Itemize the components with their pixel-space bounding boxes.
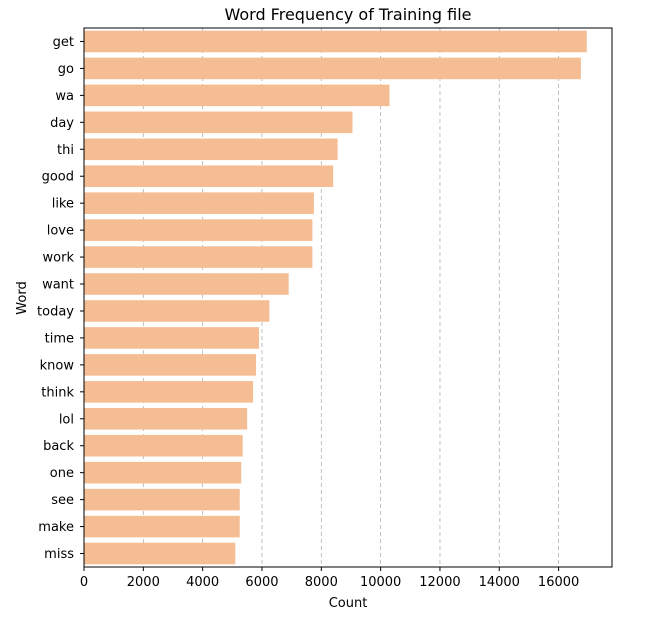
x-tick-label: 2000 <box>127 575 160 590</box>
x-axis-label: Count <box>329 596 368 611</box>
bar-time <box>84 327 260 349</box>
y-tick-label: work <box>43 251 75 266</box>
y-tick-label: back <box>43 439 74 454</box>
y-tick-label: miss <box>44 547 74 562</box>
bar-go <box>84 57 581 80</box>
bar-today <box>84 300 270 322</box>
x-tick-label: 16000 <box>538 575 579 590</box>
y-tick-label: thi <box>57 143 74 158</box>
bar-get <box>84 30 587 53</box>
bar-good <box>84 165 334 188</box>
y-tick-label: get <box>53 35 74 50</box>
bar-day <box>84 111 353 134</box>
x-tick-label: 8000 <box>305 575 338 590</box>
bar-one <box>84 461 242 484</box>
x-tick-label: 12000 <box>419 575 460 590</box>
y-tick-label: want <box>42 278 74 293</box>
bars <box>84 30 587 565</box>
bar-make <box>84 515 240 538</box>
x-tick-label: 14000 <box>479 575 520 590</box>
bar-think <box>84 381 254 403</box>
y-tick-labels: get go wa day thi good like love work want today ti… <box>37 35 84 562</box>
chart-title: Word Frequency of Training file <box>224 5 471 24</box>
y-tick-label: good <box>42 170 74 185</box>
grid-lines <box>142 28 560 567</box>
y-tick-label: make <box>38 520 74 535</box>
y-tick-label: one <box>50 466 74 481</box>
x-tick-label: 10000 <box>360 575 401 590</box>
bar-like <box>84 192 314 214</box>
bar-wa <box>84 84 390 107</box>
y-axis-label: Word <box>15 281 30 314</box>
bar-love <box>84 219 313 241</box>
y-tick-label: know <box>40 358 75 373</box>
bar-know <box>84 354 257 376</box>
y-tick-label: day <box>50 116 74 131</box>
plot-frame <box>83 27 613 568</box>
bar-lol <box>84 407 248 430</box>
bar-miss <box>84 542 236 565</box>
bar-back <box>84 434 243 457</box>
bar-thi <box>84 138 338 161</box>
y-tick-label: love <box>47 224 74 239</box>
y-tick-label: time <box>45 331 74 346</box>
y-tick-label: lol <box>59 412 74 427</box>
y-tick-label: think <box>41 385 74 400</box>
y-tick-label: go <box>58 62 74 77</box>
y-tick-label: like <box>52 197 74 212</box>
x-tick-label: 6000 <box>245 575 278 590</box>
x-tick-label: 0 <box>80 575 88 590</box>
bar-work <box>84 246 313 268</box>
bar-see <box>84 488 240 511</box>
y-tick-label: wa <box>55 89 74 104</box>
x-tick-label: 4000 <box>186 575 219 590</box>
bar-want <box>84 273 289 295</box>
y-tick-label: today <box>37 304 74 319</box>
y-tick-label: see <box>51 493 74 508</box>
x-tick-labels: 0 2000 4000 6000 8000 10000 12000 14000 16000 <box>80 567 579 590</box>
